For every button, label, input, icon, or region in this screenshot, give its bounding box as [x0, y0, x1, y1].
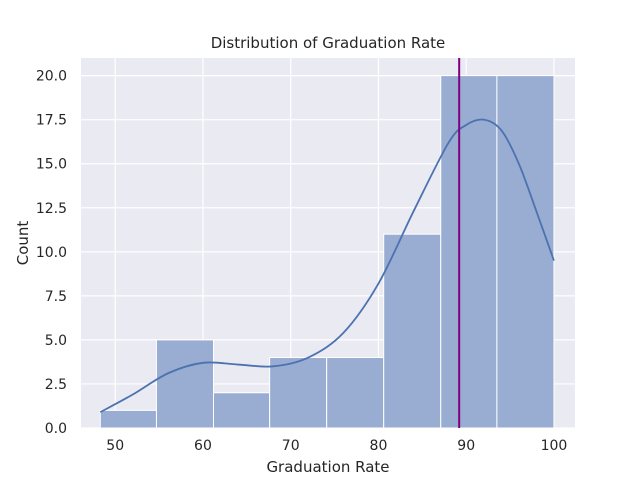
- histogram-bar: [326, 357, 385, 429]
- x-tick-labels: 50 60 70 80 90 100: [106, 438, 567, 454]
- x-axis-label: Graduation Rate: [266, 458, 389, 476]
- y-tick-label: 20.0: [36, 69, 67, 85]
- y-tick-label: 15.0: [36, 157, 67, 173]
- y-tick-label: 12.5: [36, 201, 67, 217]
- y-tick-labels: 0.0 2.5 5.0 7.5 10.0 12.5 15.0 17.5 20.0: [36, 69, 67, 437]
- histogram-bar: [269, 357, 328, 429]
- kde-line: [99, 118, 555, 413]
- histogram-bar: [155, 339, 214, 429]
- x-tick-label: 80: [370, 438, 388, 454]
- x-tick-label: 50: [106, 438, 124, 454]
- y-axis-label: Count: [14, 221, 32, 266]
- kde-curve: [99, 118, 555, 413]
- x-tick-label: 90: [457, 438, 475, 454]
- y-tick-label: 0.0: [45, 421, 67, 437]
- chart-title: Distribution of Graduation Rate: [211, 34, 446, 52]
- y-tick-label: 17.5: [36, 113, 67, 129]
- y-tick-label: 7.5: [45, 289, 67, 305]
- histogram-bar: [99, 409, 157, 429]
- y-tick-label: 5.0: [45, 333, 67, 349]
- x-tick-label: 60: [194, 438, 212, 454]
- x-tick-label: 100: [541, 438, 568, 454]
- histogram-bar: [383, 233, 442, 429]
- histogram-bar: [440, 75, 498, 429]
- x-tick-label: 70: [282, 438, 300, 454]
- histogram-bar: [212, 392, 271, 429]
- y-tick-label: 2.5: [45, 377, 67, 393]
- histogram-bars: [99, 75, 555, 429]
- histogram-bar: [496, 75, 555, 429]
- y-tick-label: 10.0: [36, 245, 67, 261]
